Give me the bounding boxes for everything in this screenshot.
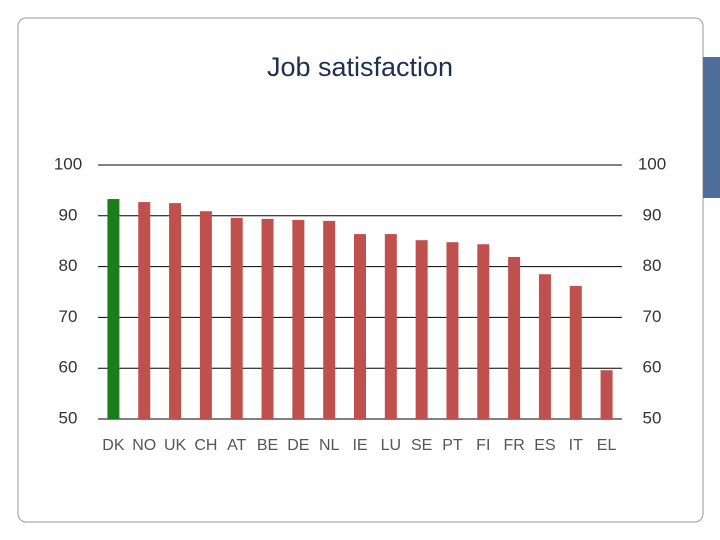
x-tick-label: SE	[411, 437, 432, 454]
bar	[354, 234, 366, 419]
bar	[538, 274, 551, 419]
chart-title: Job satisfaction	[267, 52, 453, 82]
y2-tick-label: 60	[643, 358, 662, 377]
bar	[569, 285, 582, 419]
y-tick-label: 100	[54, 154, 82, 173]
x-tick-label: PT	[442, 437, 463, 454]
y-tick-label: 90	[59, 205, 78, 224]
bar	[138, 202, 151, 419]
bar	[169, 203, 182, 419]
bar	[323, 220, 336, 419]
x-tick-label: DK	[102, 437, 125, 454]
x-tick-label: ES	[534, 437, 555, 454]
x-tick-label: DE	[287, 437, 309, 454]
bar	[230, 217, 243, 419]
bar	[477, 244, 490, 419]
bar	[107, 199, 120, 419]
x-tick-label: AT	[227, 437, 246, 454]
bar	[292, 219, 305, 419]
y2-tick-label: 80	[643, 256, 662, 275]
y-tick-label: 60	[59, 358, 78, 377]
y2-tick-label: 50	[643, 408, 662, 427]
y-tick-label: 70	[59, 307, 78, 326]
bar	[600, 370, 613, 419]
x-tick-label: NL	[319, 437, 340, 454]
y-tick-label: 50	[59, 408, 78, 427]
y2-tick-label: 100	[638, 154, 666, 173]
bar	[384, 234, 397, 419]
x-tick-label: IT	[569, 437, 583, 454]
x-tick-label: NO	[132, 437, 156, 454]
x-tick-label: FI	[476, 437, 490, 454]
y2-tick-label: 70	[643, 307, 662, 326]
bar	[508, 256, 521, 419]
bar	[199, 211, 212, 419]
x-tick-label: EL	[597, 437, 617, 454]
x-tick-label: FR	[503, 437, 524, 454]
x-tick-label: BE	[257, 437, 278, 454]
x-tick-label: UK	[164, 437, 187, 454]
x-tick-label: CH	[194, 437, 217, 454]
bar	[415, 240, 428, 419]
y-tick-label: 80	[59, 256, 78, 275]
x-tick-label: LU	[381, 437, 401, 454]
side-tab	[703, 57, 720, 198]
y2-tick-label: 90	[643, 205, 662, 224]
bar	[446, 242, 459, 419]
x-tick-label: IE	[352, 437, 367, 454]
bar	[261, 218, 274, 419]
